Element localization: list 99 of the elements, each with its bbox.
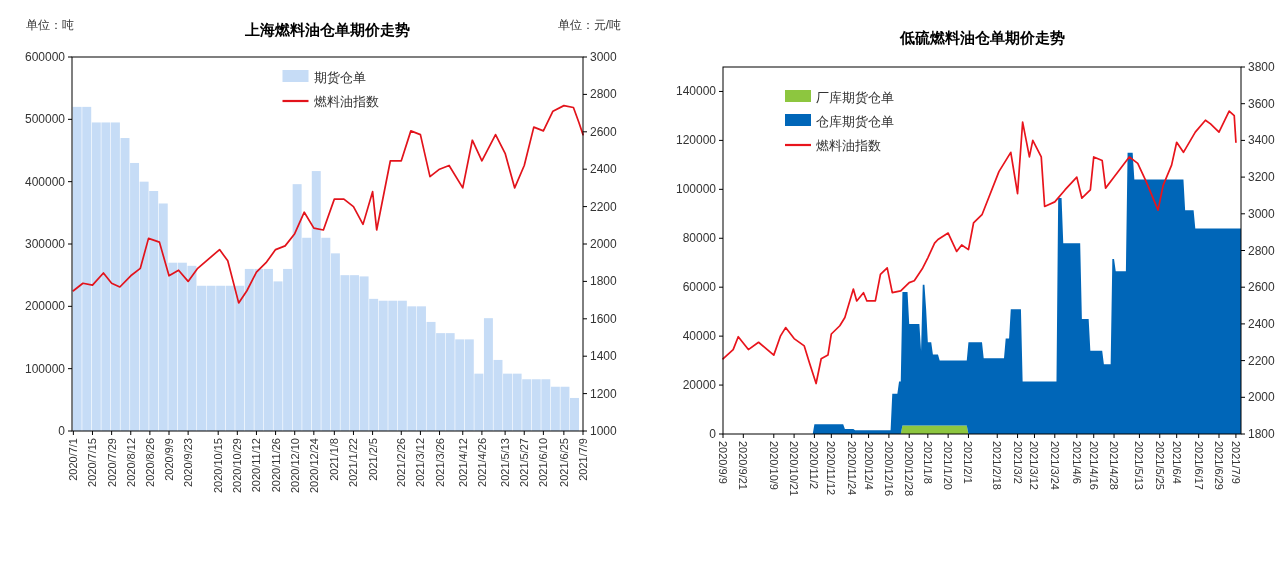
y-tick-label: 0 [709, 427, 717, 441]
y-tick-label: 80000 [682, 231, 717, 246]
chart-title: 低硫燃料油仓单期价走势 [898, 29, 1065, 46]
x-tick-label: 2021/3/26 [433, 438, 446, 487]
y-tick-label: 400000 [24, 174, 66, 189]
x-tick-label: 2021/6/10 [537, 438, 550, 487]
y2-tick-label: 1000 [590, 424, 618, 438]
y2-tick-label: 2000 [590, 237, 618, 251]
x-tick-label: 2021/5/13 [1133, 441, 1146, 490]
x-tick-label: 2020/9/9 [163, 438, 176, 481]
y2-tick-label: 1200 [590, 386, 618, 401]
y-axis-title: 单位：吨 [26, 18, 74, 32]
y2-tick-label: 1800 [590, 274, 618, 289]
x-tick-label: 2020/11/12 [825, 441, 838, 496]
x-tick-label: 2021/1/20 [942, 441, 955, 490]
y2-tick-label: 2800 [1248, 243, 1276, 258]
x-tick-label: 2020/11/26 [269, 438, 282, 493]
y2-tick-label: 3800 [1248, 60, 1276, 74]
x-tick-label: 2020/10/15 [212, 438, 225, 494]
y-tick-label: 20000 [682, 378, 717, 393]
x-tick-label: 2020/7/15 [86, 438, 99, 487]
legend-label: 燃料油指数 [816, 138, 881, 153]
y-tick-label: 200000 [24, 299, 66, 314]
y2-tick-label: 1600 [590, 311, 618, 326]
x-tick-label: 2020/8/12 [124, 438, 137, 487]
x-tick-label: 2021/4/6 [1070, 441, 1083, 484]
x-tick-label: 2020/8/26 [143, 438, 156, 487]
x-tick-label: 2020/12/28 [903, 441, 916, 497]
x-tick-label: 2021/5/13 [499, 438, 512, 487]
x-tick-label: 2021/7/9 [577, 438, 589, 481]
y-tick-label: 60000 [682, 280, 717, 295]
x-tick-label: 2020/12/16 [882, 441, 895, 497]
y2-tick-label: 3400 [1248, 133, 1276, 148]
x-tick-label: 2021/4/16 [1087, 441, 1100, 490]
y2-tick-label: 3000 [1248, 206, 1276, 221]
legend-label: 期货仓单 [313, 70, 366, 85]
x-tick-label: 2020/11/24 [845, 441, 858, 496]
line-series [722, 110, 1237, 385]
x-tick-label: 2020/12/10 [288, 438, 301, 494]
x-tick-label: 2020/7/29 [105, 438, 118, 487]
legend-label: 仓库期货仓单 [816, 114, 894, 129]
y2-tick-label: 2400 [590, 162, 618, 177]
y2-tick-label: 3600 [1248, 96, 1276, 111]
x-tick-label: 2020/7/1 [67, 438, 80, 481]
x-tick-label: 2021/3/12 [414, 438, 427, 487]
y2-tick-label: 1400 [590, 349, 618, 364]
x-tick-label: 2021/5/25 [1153, 441, 1166, 490]
x-tick-label: 2021/6/25 [557, 438, 570, 487]
y2-tick-label: 2800 [590, 87, 618, 102]
x-tick-label: 2021/2/18 [991, 441, 1004, 490]
y2-tick-label: 2600 [590, 124, 618, 139]
y2-tick-label: 3000 [590, 50, 618, 64]
y2-tick-label: 3200 [1248, 170, 1276, 185]
x-tick-label: 2021/1/8 [921, 441, 934, 484]
y-tick-label: 600000 [24, 50, 66, 64]
y-tick-label: 140000 [675, 84, 717, 99]
x-tick-label: 2021/4/26 [475, 438, 488, 487]
y-tick-label: 40000 [682, 329, 717, 344]
y-tick-label: 300000 [24, 237, 66, 251]
y2-tick-label: 2000 [1248, 390, 1276, 405]
x-tick-label: 2020/10/29 [231, 438, 244, 494]
x-tick-label: 2021/4/12 [456, 438, 469, 487]
x-tick-label: 2020/10/21 [788, 441, 801, 497]
y-tick-label: 120000 [675, 133, 717, 148]
x-tick-label: 2021/1/22 [347, 438, 360, 487]
chart-title: 上海燃料油仓单期价走势 [244, 21, 410, 38]
x-tick-label: 2020/12/24 [307, 438, 320, 494]
y2-tick-label: 2200 [1248, 353, 1276, 368]
x-tick-label: 2021/2/5 [366, 438, 379, 481]
y-tick-label: 500000 [24, 112, 66, 127]
x-tick-label: 2021/2/1 [962, 441, 975, 484]
y-tick-label: 0 [58, 424, 66, 438]
legend-label: 燃料油指数 [313, 94, 379, 109]
x-tick-label: 2021/1/8 [328, 438, 341, 481]
x-tick-label: 2020/9/23 [182, 438, 195, 487]
x-tick-label: 2021/7/9 [1229, 441, 1242, 484]
x-tick-label: 2021/3/12 [1028, 441, 1041, 490]
x-tick-label: 2020/12/4 [862, 441, 875, 490]
legend-label: 厂库期货仓单 [816, 90, 894, 105]
x-tick-label: 2021/3/2 [1011, 441, 1024, 484]
y2-tick-label: 2200 [590, 199, 618, 214]
y2-tick-label: 1800 [1248, 427, 1276, 441]
x-tick-label: 2021/6/29 [1212, 441, 1225, 490]
y2-axis-title: 单位：元/吨 [557, 18, 621, 32]
x-tick-label: 2021/6/17 [1192, 441, 1205, 490]
x-tick-label: 2020/11/2 [808, 441, 821, 490]
x-tick-label: 2020/11/12 [250, 438, 263, 493]
x-tick-label: 2021/5/27 [518, 438, 531, 487]
x-tick-label: 2020/9/9 [717, 441, 729, 484]
x-tick-label: 2020/10/9 [767, 441, 780, 490]
y-tick-label: 100000 [675, 182, 717, 197]
x-tick-label: 2021/4/28 [1108, 441, 1121, 490]
x-tick-label: 2021/2/26 [395, 438, 408, 487]
x-tick-label: 2021/6/4 [1170, 441, 1183, 484]
x-tick-label: 2021/3/24 [1048, 441, 1061, 490]
y-tick-label: 100000 [24, 361, 66, 376]
y2-tick-label: 2400 [1248, 316, 1276, 331]
y2-tick-label: 2600 [1248, 280, 1276, 295]
x-tick-label: 2020/9/21 [737, 441, 750, 490]
